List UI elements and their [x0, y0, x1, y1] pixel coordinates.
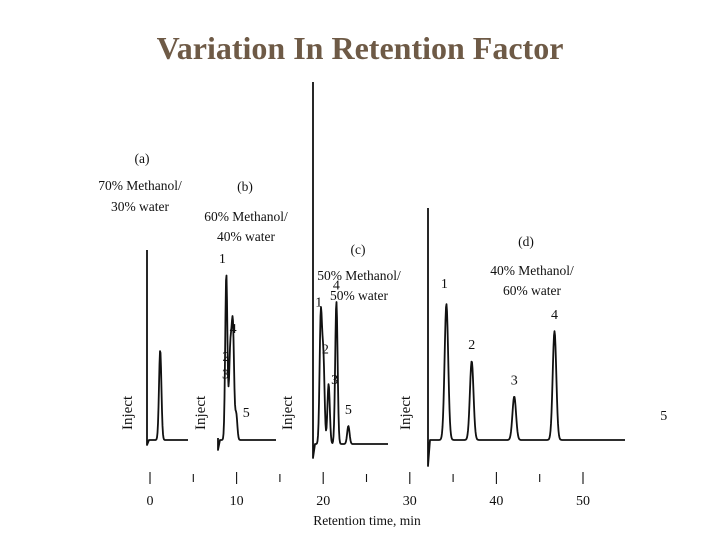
- inject-label-b: Inject: [193, 395, 209, 430]
- solvent-line1-a: 70% Methanol/: [98, 178, 182, 193]
- trace-d: [427, 208, 626, 467]
- trace-a: [146, 250, 189, 446]
- x-tick-label-30: 30: [403, 494, 417, 509]
- peak-label-d-2: 2: [468, 338, 475, 353]
- peak-label-d-5: 5: [660, 409, 667, 424]
- peak-label-d-4: 4: [551, 308, 558, 323]
- solvent-line2-b: 40% water: [217, 229, 276, 244]
- slide-title: Variation In Retention Factor: [156, 30, 564, 66]
- trace-b: [217, 274, 277, 451]
- solvent-line2-c: 50% water: [330, 288, 389, 303]
- x-tick-label-40: 40: [489, 494, 503, 509]
- chromatogram-labels: (a) 70% Methanol/30% water Inject (b) 60% Me…: [98, 151, 667, 528]
- x-tick-label-10: 10: [230, 494, 244, 509]
- peak-label-c-1: 1: [315, 296, 322, 311]
- peak-label-c-5: 5: [345, 403, 352, 418]
- peak-label-b-4: 4: [230, 322, 237, 337]
- solvent-line1-d: 40% Methanol/: [490, 263, 574, 278]
- peak-label-d-3: 3: [511, 373, 518, 388]
- inject-label-c: Inject: [280, 395, 296, 430]
- solvent-line2-a: 30% water: [111, 199, 170, 214]
- peak-label-c-4: 4: [333, 279, 340, 294]
- trace-c: [312, 82, 389, 459]
- peak-label-c-3: 3: [331, 373, 338, 388]
- chromatogram-traces: [146, 82, 626, 467]
- solvent-line1-b: 60% Methanol/: [204, 209, 288, 224]
- solvent-line1-c: 50% Methanol/: [317, 268, 401, 283]
- peak-label-b-3: 3: [222, 368, 229, 383]
- solvent-line2-d: 60% water: [503, 283, 562, 298]
- peak-label-c-2: 2: [322, 343, 329, 358]
- peak-label-b-1: 1: [219, 252, 226, 267]
- panel-letter-a: (a): [135, 151, 150, 166]
- panel-letter-b: (b): [237, 179, 253, 194]
- x-tick-label-0: 0: [147, 494, 154, 509]
- inject-label-a: Inject: [120, 395, 136, 430]
- panel-letter-d: (d): [518, 234, 534, 249]
- time-axis: [149, 472, 584, 484]
- x-tick-label-50: 50: [576, 494, 590, 509]
- peak-label-b-5: 5: [243, 406, 250, 421]
- peak-label-d-1: 1: [441, 277, 448, 292]
- inject-label-d: Inject: [398, 395, 414, 430]
- x-tick-label-20: 20: [316, 494, 330, 509]
- x-axis-title: Retention time, min: [313, 513, 421, 528]
- panel-letter-c: (c): [351, 242, 366, 257]
- peak-label-b-2: 2: [222, 350, 229, 365]
